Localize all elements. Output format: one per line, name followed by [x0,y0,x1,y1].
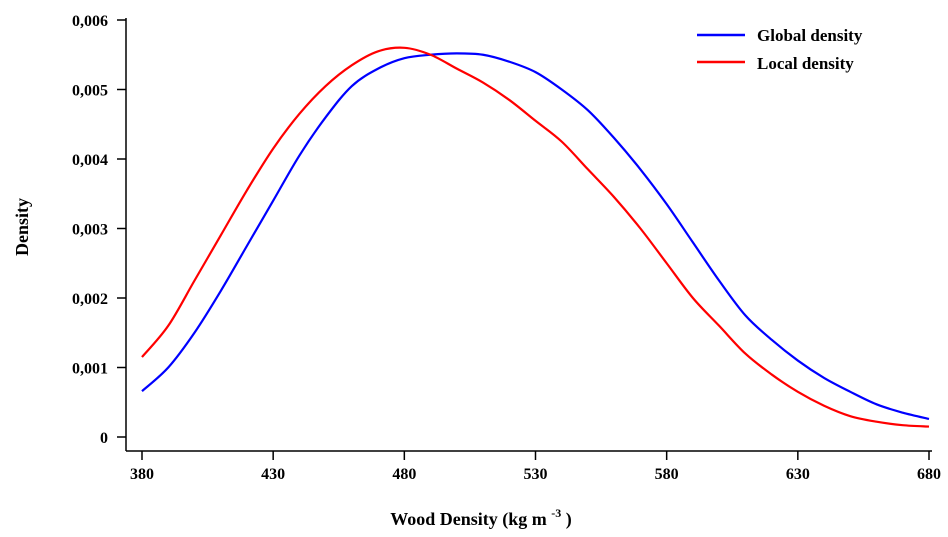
y-tick-label: 0 [100,430,108,447]
y-tick-label: 0,002 [72,291,108,308]
y-tick-label: 0,003 [72,222,108,239]
x-tick-label: 680 [917,466,941,483]
y-tick-label: 0,001 [72,361,108,378]
y-ticks: 0 0,001 0,002 0,003 0,004 0,005 0,006 [72,13,126,447]
x-axis-title-superscript: -3 [551,506,561,520]
legend: Global density Local density [697,26,863,73]
x-tick-label: 430 [261,466,285,483]
y-tick-label: 0,006 [72,13,108,30]
legend-label-global: Global density [757,26,863,45]
y-tick-label: 0,005 [72,83,108,100]
x-tick-label: 580 [655,466,679,483]
x-ticks: 380 430 480 530 580 630 680 [130,451,941,483]
series-layer [141,46,930,428]
x-axis-title: Wood Density (kg m -3 ) [390,501,572,530]
x-tick-label: 530 [524,466,548,483]
y-axis-title: Density [12,198,32,256]
y-tick-label: 0,004 [72,152,108,169]
x-tick-label: 380 [130,466,154,483]
legend-label-local: Local density [757,54,854,73]
series-line-global-density [141,52,930,421]
x-tick-label: 630 [786,466,810,483]
x-axis-title-main: Wood Density (kg m [390,509,547,530]
x-axis-title-suffix: ) [566,509,572,530]
series-line-local-density [141,46,930,428]
x-tick-label: 480 [392,466,416,483]
